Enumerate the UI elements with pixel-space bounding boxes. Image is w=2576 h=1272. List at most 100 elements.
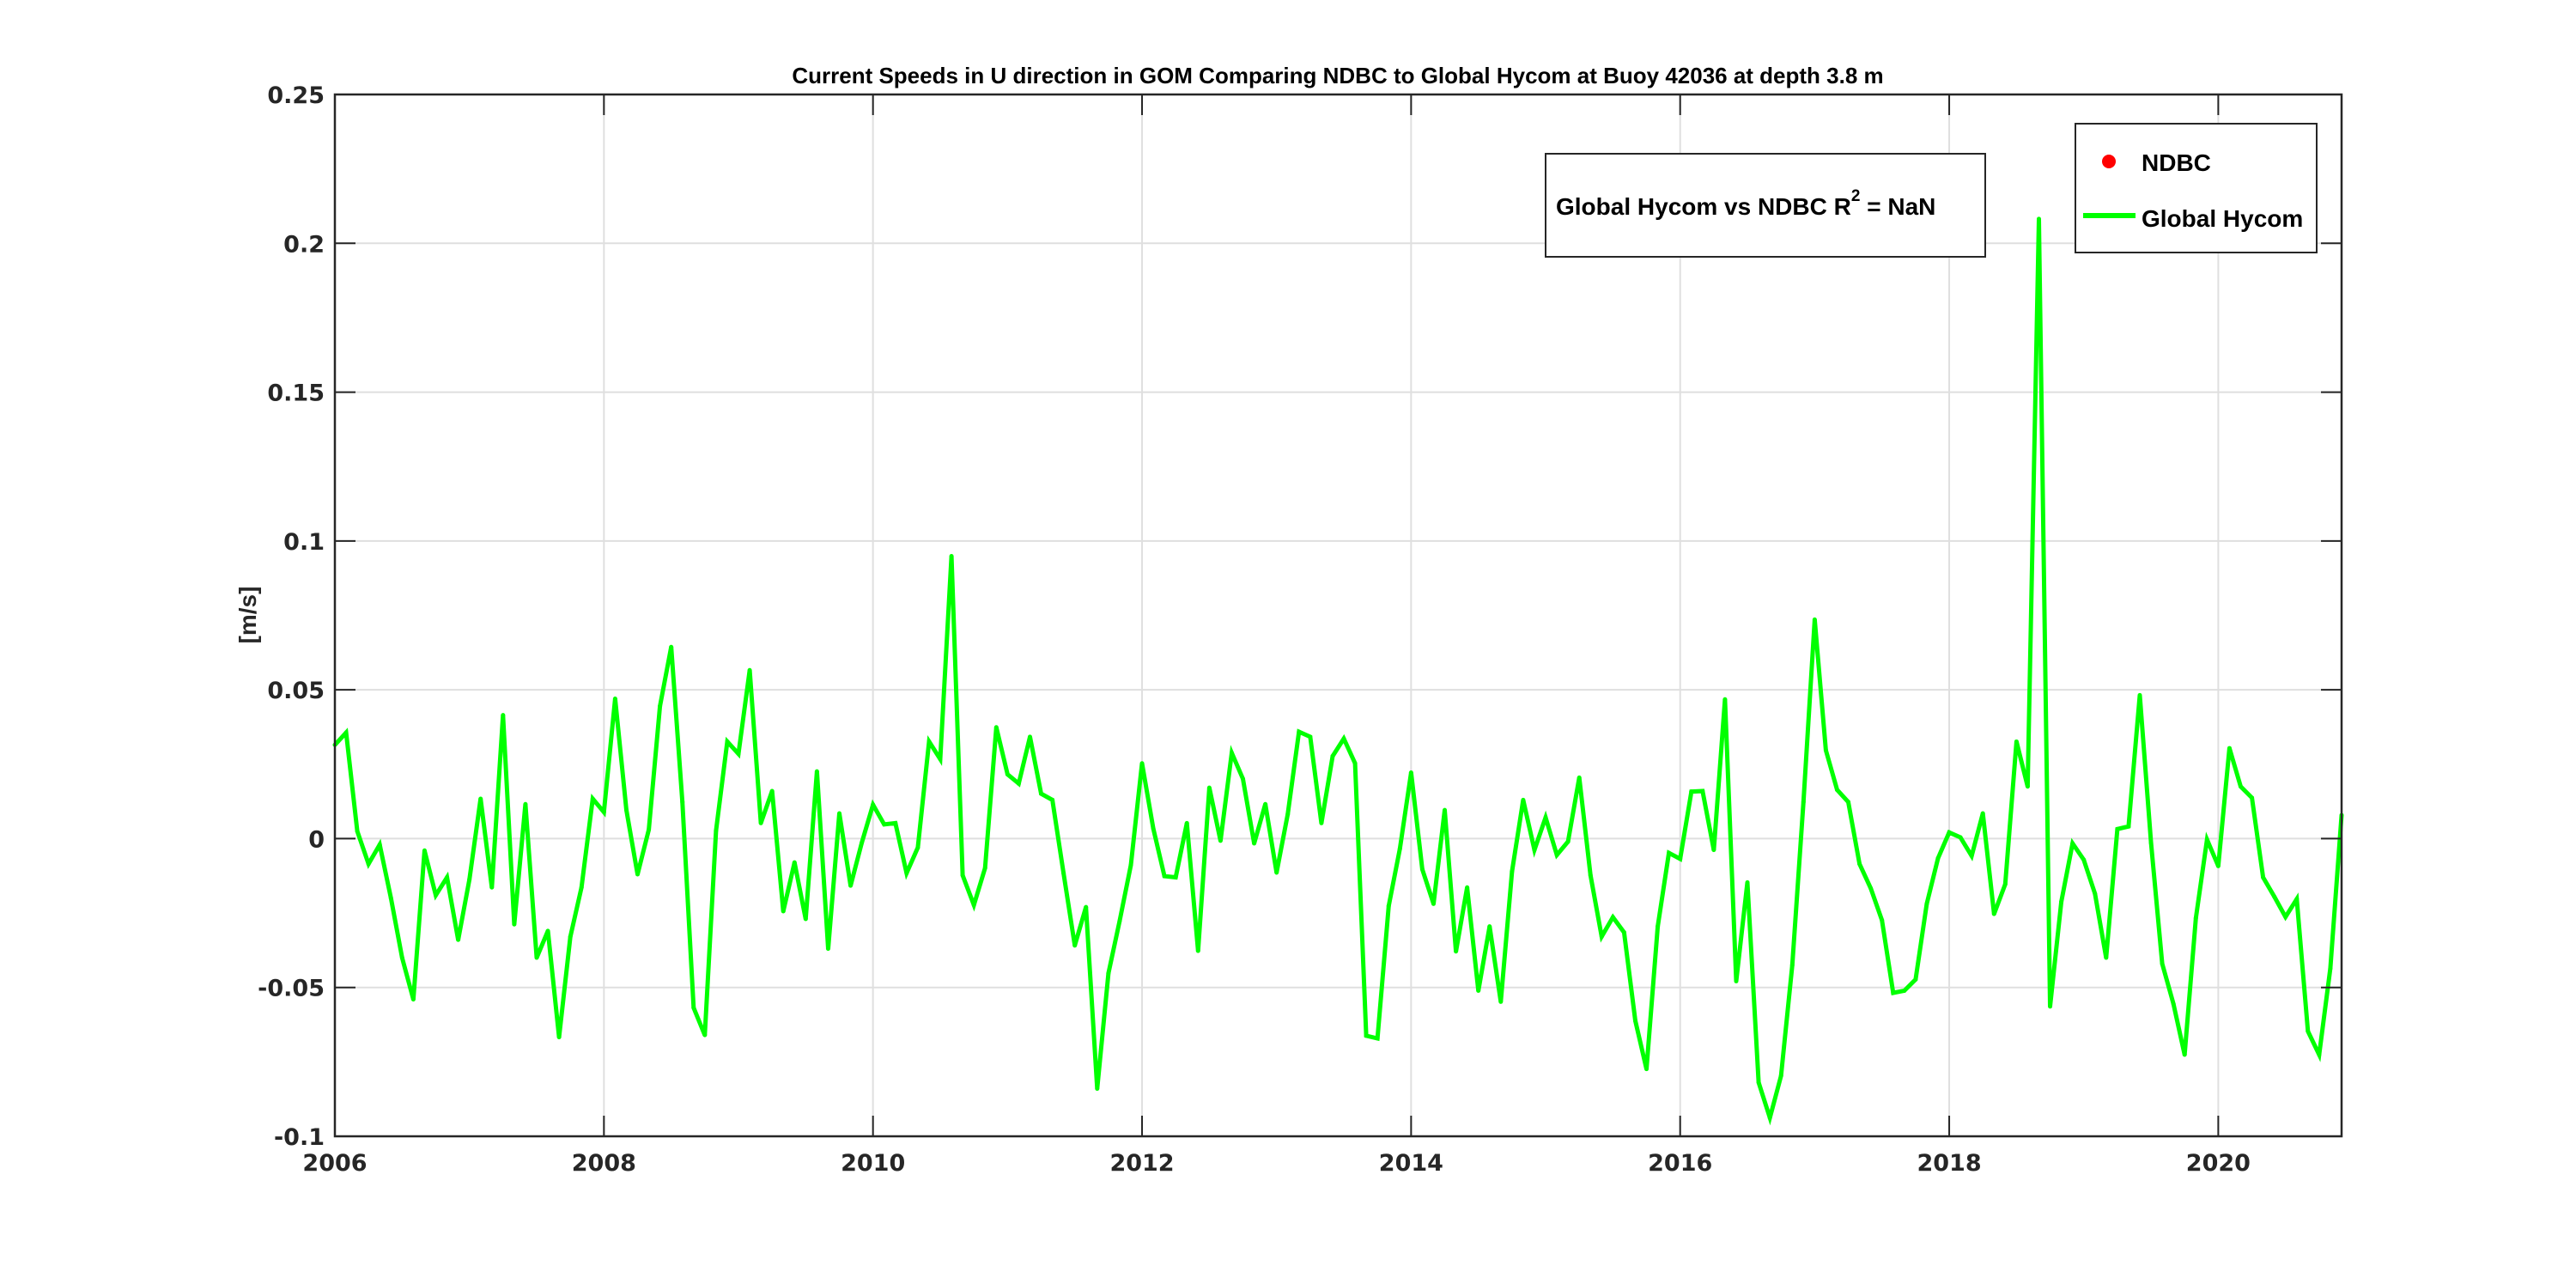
data-point [1241, 776, 1246, 782]
annotation-superscript: 2 [1851, 187, 1861, 205]
data-point [434, 892, 439, 898]
data-point [1510, 869, 1515, 874]
data-point [781, 909, 786, 914]
data-point [1834, 788, 1839, 793]
x-tick-label: 2008 [572, 1150, 636, 1177]
data-point [2317, 1052, 2322, 1057]
data-point [456, 937, 461, 942]
data-point [1330, 753, 1335, 758]
data-point [1891, 990, 1896, 995]
data-point [1454, 949, 1459, 954]
legend-box [2075, 123, 2318, 253]
data-point [2126, 824, 2131, 829]
data-point [825, 946, 830, 952]
data-point [1173, 874, 1178, 879]
data-point [2014, 739, 2019, 744]
data-point [1689, 789, 1694, 794]
legend: NDBC Global Hycom [2075, 123, 2318, 253]
data-point [1554, 852, 1559, 857]
annotation-suffix: = NaN [1860, 193, 1935, 220]
data-point [2182, 1052, 2187, 1057]
data-point [1656, 924, 1661, 929]
axes: 2006 2008 2010 2012 2014 2016 2018 2020 -0.1 -0.0… [258, 82, 2343, 1177]
data-point [1408, 770, 1413, 775]
data-point [993, 725, 999, 730]
r-squared-annotation: Global Hycom vs NDBC R2 = NaN [1545, 153, 1986, 258]
data-point [1565, 839, 1571, 844]
data-point [1364, 1033, 1369, 1038]
data-point [949, 554, 954, 559]
data-point [2081, 857, 2087, 862]
data-point [1027, 734, 1032, 739]
data-point [568, 934, 573, 940]
data-point [2238, 784, 2243, 789]
data-point [1498, 999, 1504, 1004]
data-point [1487, 924, 1492, 929]
data-point [2272, 894, 2277, 899]
data-point [355, 829, 360, 834]
data-point [691, 1005, 696, 1010]
data-point [445, 874, 450, 879]
data-point [882, 822, 887, 827]
data-point [1206, 785, 1212, 790]
legend-marker-ndbc [2102, 155, 2116, 168]
data-point [1274, 870, 1279, 875]
data-point [2283, 915, 2288, 920]
data-point [2036, 216, 2041, 222]
data-point [1319, 820, 1324, 825]
data-point [1297, 729, 1302, 734]
data-point [1162, 873, 1167, 879]
legend-label-global-hycom: Global Hycom [2142, 205, 2303, 232]
data-point [1431, 901, 1436, 906]
data-point [938, 757, 943, 762]
data-point [1419, 867, 1425, 872]
data-point [623, 807, 629, 812]
data-point [1106, 971, 1111, 976]
data-point [579, 885, 584, 890]
series-layer [332, 216, 2344, 1126]
legend-label-ndbc: NDBC [2142, 149, 2211, 176]
data-point [814, 769, 819, 774]
data-point [1812, 617, 1817, 622]
x-tick-label: 2016 [1648, 1150, 1712, 1177]
data-point [1599, 934, 1604, 939]
y-tick-label: -0.05 [258, 976, 325, 1002]
data-point [647, 827, 652, 832]
data-point [893, 820, 898, 825]
data-point [2137, 692, 2142, 697]
data-point [1229, 751, 1234, 756]
y-tick-label: 0.2 [283, 231, 325, 258]
data-point [971, 903, 976, 908]
data-point [747, 667, 752, 673]
data-point [1386, 904, 1391, 909]
data-point [512, 922, 517, 927]
data-point [1341, 736, 1346, 741]
data-point [1543, 815, 1548, 820]
data-point [2160, 961, 2165, 966]
data-point [1151, 826, 1156, 831]
y-tick-label: -0.1 [274, 1124, 325, 1151]
data-point [601, 810, 606, 815]
chart-title: Current Speeds in U direction in GOM Com… [792, 63, 1883, 88]
data-point [904, 871, 909, 876]
data-point [2261, 874, 2266, 879]
data-point [2093, 892, 2098, 897]
data-point [635, 872, 641, 877]
y-tick-label: 0.05 [267, 678, 325, 704]
data-point [860, 840, 865, 845]
data-point [837, 811, 842, 816]
data-point [1195, 948, 1200, 953]
data-point [2025, 784, 2030, 789]
data-point [489, 885, 495, 890]
data-point [2227, 746, 2232, 751]
data-point [422, 848, 427, 853]
x-tick-label: 2012 [1109, 1150, 1174, 1177]
data-point [2328, 966, 2333, 971]
data-point [1521, 797, 1526, 802]
data-point [803, 916, 808, 922]
data-point [1778, 1074, 1783, 1079]
data-point [1532, 848, 1537, 853]
data-point [2204, 837, 2209, 842]
data-point [1767, 1116, 1772, 1121]
